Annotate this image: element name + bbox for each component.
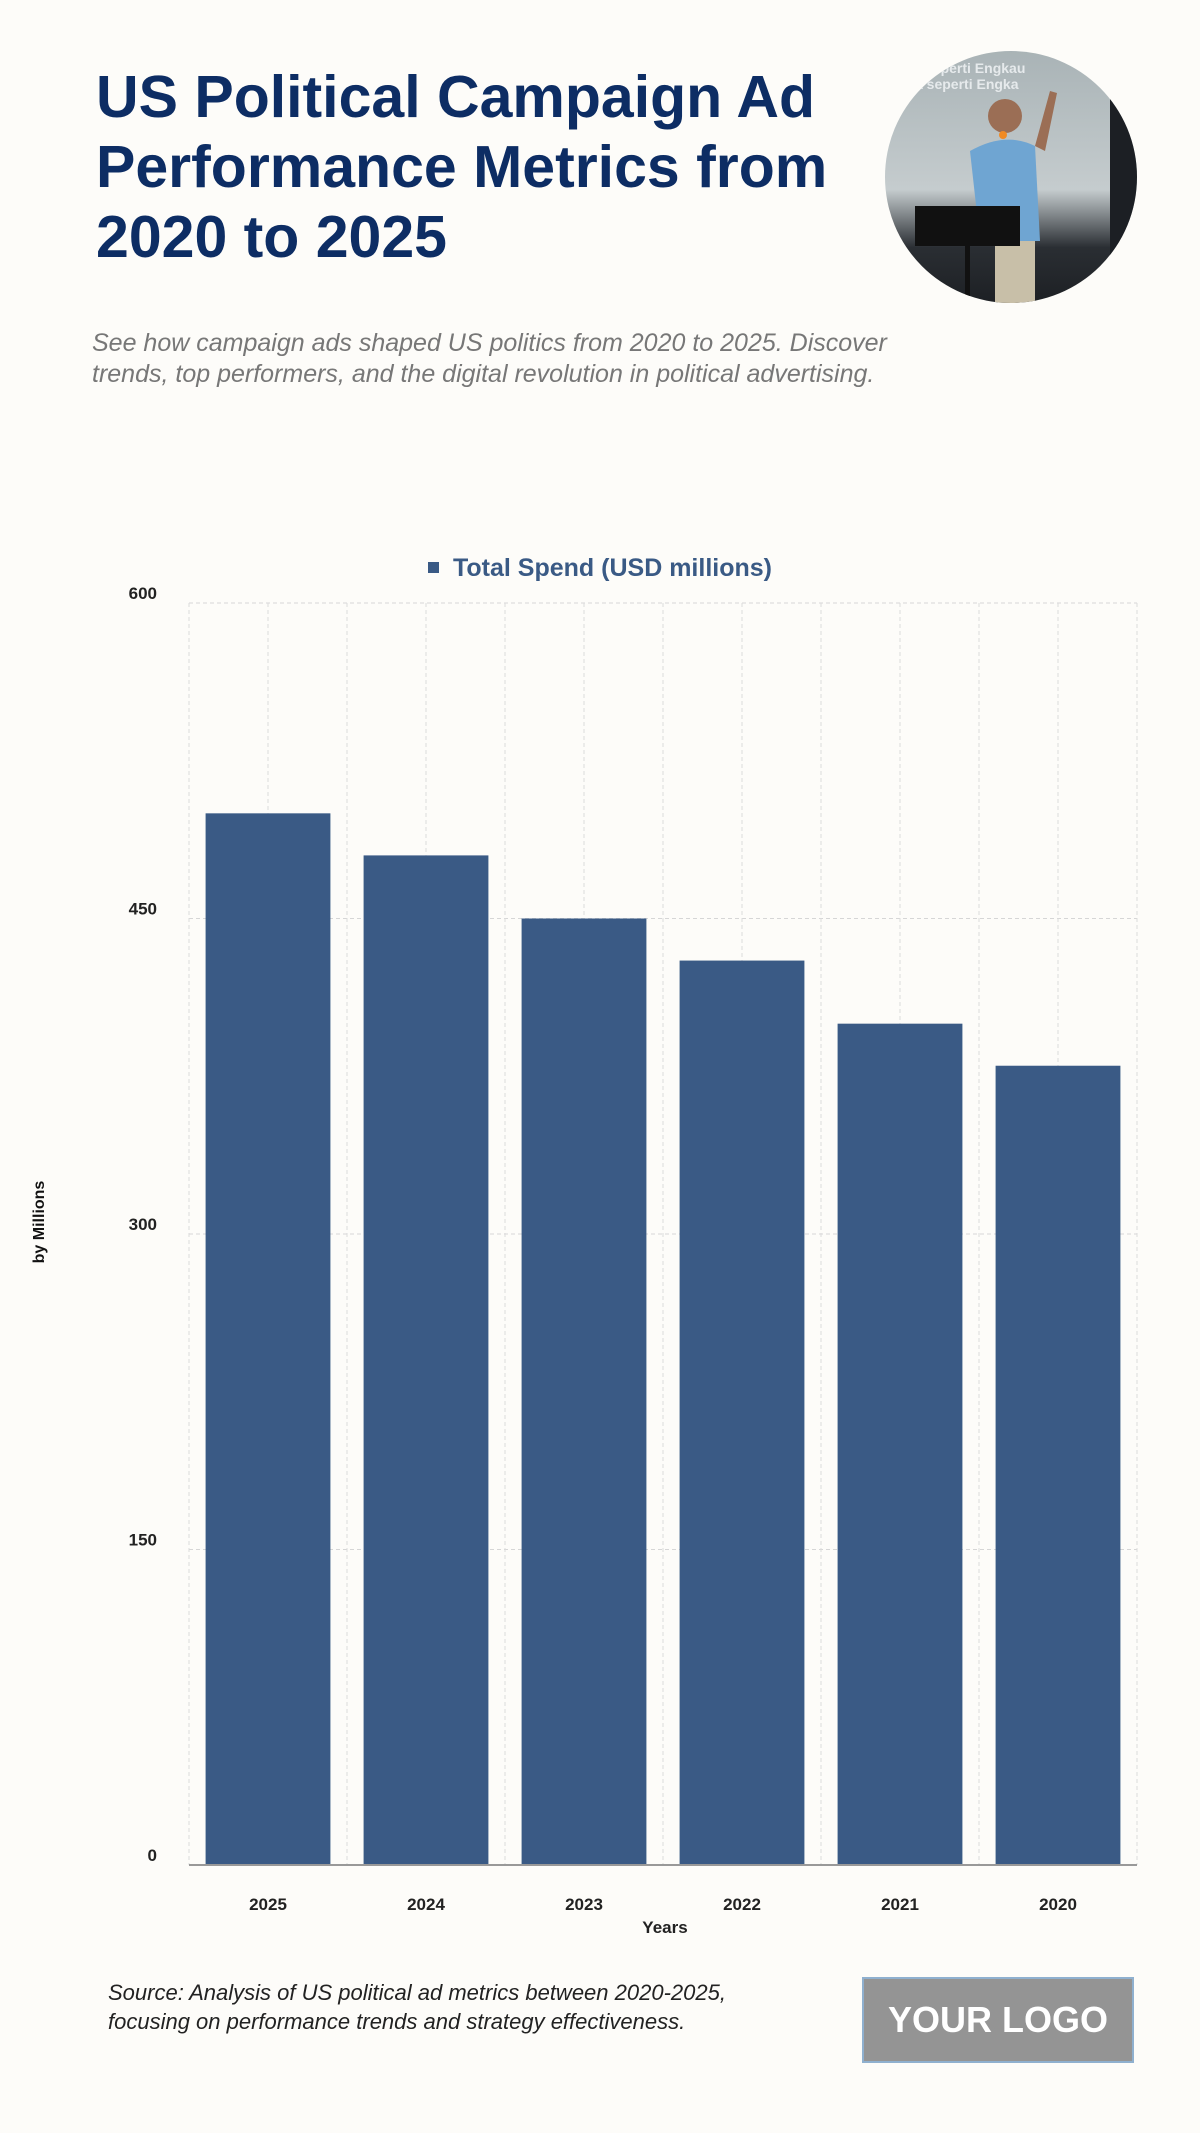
page-subtitle: See how campaign ads shaped US politics … xyxy=(92,329,887,388)
x-tick-label: 2022 xyxy=(723,1895,761,1914)
bar-2025 xyxy=(205,813,331,1866)
bar-2023 xyxy=(521,918,647,1865)
y-tick-label: 0 xyxy=(148,1846,157,1865)
x-axis-label: Years xyxy=(642,1918,688,1937)
y-tick-label: 600 xyxy=(129,584,157,603)
y-tick-label: 450 xyxy=(129,900,157,919)
y-tick-label: 300 xyxy=(129,1215,157,1234)
legend-swatch xyxy=(428,561,439,573)
bar-2021 xyxy=(837,1023,963,1865)
source-note: Source: Analysis of US political ad metr… xyxy=(108,1980,726,2034)
page-title: US Political Campaign Ad Performance Met… xyxy=(96,64,828,270)
x-tick-label: 2021 xyxy=(881,1895,919,1914)
y-tick-label: 150 xyxy=(129,1531,157,1550)
svg-text:a seperti Engka: a seperti Engka xyxy=(915,76,1019,92)
x-tick-label: 2025 xyxy=(249,1895,287,1914)
speaker-photo: seperti Engkau a seperti Engka xyxy=(885,51,1137,303)
legend-label: Total Spend (USD millions) xyxy=(453,554,772,582)
y-axis-label: by Millions xyxy=(31,1180,48,1264)
x-tick-label: 2020 xyxy=(1039,1895,1077,1914)
logo-placeholder: YOUR LOGO xyxy=(862,1977,1134,2063)
chart-legend: Total Spend (USD millions) xyxy=(0,554,1200,583)
bar-2024 xyxy=(363,855,489,1865)
x-tick-label: 2024 xyxy=(407,1895,445,1914)
bar-2022 xyxy=(679,960,805,1865)
x-tick-label: 2023 xyxy=(565,1895,603,1914)
bar-2020 xyxy=(995,1065,1121,1865)
